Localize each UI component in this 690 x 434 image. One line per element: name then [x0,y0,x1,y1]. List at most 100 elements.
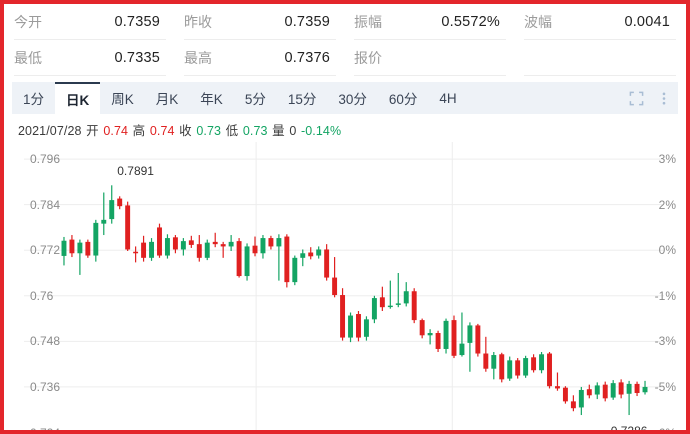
stat-amplitude: 振幅 0.5572% [354,4,506,40]
info-low-label: 低 [225,124,239,138]
candlestick-bar [196,235,202,262]
tab-5min[interactable]: 5分 [244,92,266,107]
candlestick-bar [451,315,457,359]
stat-high: 最高 0.7376 [184,40,336,76]
candlestick-bar [570,395,576,412]
y-axis-left-tick: 0.796 [30,152,61,167]
annotation-high: 0.7891 [117,164,154,179]
candlestick-bar [427,329,433,345]
stat-empty [524,40,676,76]
candlestick-bar [117,196,123,210]
tab-15min[interactable]: 15分 [287,92,317,107]
candlestick-bar [252,236,258,257]
candlestick-bar [610,380,616,400]
candlestick-bar [300,249,306,267]
stat-range-label: 波幅 [524,13,552,30]
y-axis-right-tick: 3% [658,152,676,167]
candlestick-bar [586,384,592,399]
stat-open-label: 今开 [14,13,42,30]
quote-stats-row: 最低 0.7335 最高 0.7376 报价 [14,40,676,76]
candlestick-bar [260,235,266,259]
tab-60min[interactable]: 60分 [388,92,418,107]
candlestick-bar [348,312,353,343]
fullscreen-icon[interactable] [622,82,650,114]
stat-high-value: 0.7376 [284,49,330,66]
candlestick-bar [459,312,465,357]
candlestick-bar [403,282,409,307]
candlestick-bar [642,380,648,395]
candlestick-bar [547,352,552,389]
candlestick-bar [340,288,346,341]
stat-low-label: 最低 [14,49,42,66]
candlestick-bar [204,239,210,261]
y-axis-right-tick: -6% [655,426,676,431]
y-axis-left-tick: 0.76 [30,288,54,303]
candlestick-bar [515,358,521,379]
candlestick-bar [554,372,560,391]
candlestick-bar [626,380,632,416]
candlestick-bar [308,247,314,260]
tab-monthly[interactable]: 月K [155,92,179,107]
y-axis-right-tick: -5% [654,379,676,394]
candlestick-bar [244,243,250,281]
info-low-value: 0.73 [242,124,268,138]
candlestick-bar [562,386,568,404]
candlestick-bar [363,316,369,341]
candlestick-bar [149,238,155,261]
candlestick-bar [356,310,361,342]
candlestick-bar [507,356,513,381]
candlestick-bar [109,185,115,224]
tab-yearly[interactable]: 年K [200,92,223,107]
candlestick-bar [467,322,473,372]
candlestick-bar [387,280,393,309]
more-vertical-icon[interactable] [650,82,678,114]
candlestick-bar [93,219,99,262]
y-axis-left-tick: 0.748 [30,334,61,349]
candlestick-bar [284,234,290,288]
candlestick-bar [395,273,401,308]
tab-weekly[interactable]: 周K [111,92,134,107]
candlestick-bar [101,192,107,236]
info-volume-value: 0 [289,124,297,138]
candlestick-bar [602,381,608,402]
stat-prev-close: 昨收 0.7359 [184,4,336,40]
stat-quote-label: 报价 [354,49,382,66]
stat-open: 今开 0.7359 [14,4,166,40]
tab-daily[interactable]: 日K [55,82,101,114]
candlestick-bar [212,232,218,248]
info-high-label: 高 [132,124,146,138]
stat-prev-close-label: 昨收 [184,13,212,30]
candlestick-bar [379,286,385,311]
stat-open-value: 0.7359 [114,13,160,30]
candlestick-bar [236,238,242,278]
stat-high-label: 最高 [184,49,212,66]
candlestick-bar [371,295,377,324]
chart-canvas[interactable] [4,142,686,430]
candlestick-bar [85,239,91,258]
y-axis-right-tick: 0% [658,243,676,258]
y-axis-right-tick: -3% [654,334,676,349]
tab-1min[interactable]: 1分 [23,92,45,107]
candlestick-bar [316,246,322,259]
candlestick-bar [61,236,67,266]
candlestick-bar [69,235,75,258]
info-close-value: 0.73 [196,124,222,138]
candlestick-chart[interactable]: 0.796 3% 0.784 2% 0.772 0% 0.76 -1% 0.748 -3% 0.73… [4,142,686,430]
candlestick-bar [475,323,481,357]
candlestick-bar [77,239,83,275]
info-change-pct: -0.14% [300,124,342,138]
candlestick-bar [188,235,194,248]
y-axis-left-tick: 0.784 [30,197,61,212]
quote-stats: 今开 0.7359 昨收 0.7359 振幅 0.5572% 波幅 0.0041… [4,4,686,76]
candlestick-bar [157,223,162,258]
tab-4h[interactable]: 4H [439,90,457,106]
info-open-label: 开 [86,124,99,138]
stat-amplitude-label: 振幅 [354,13,382,30]
candlestick-bar [523,355,529,378]
candlestick-bar [539,352,545,374]
period-tabbar: 1分 日K 周K 月K 年K 5分 15分 30分 60分 4H [12,82,678,114]
candlestick-bar [578,386,584,416]
tab-30min[interactable]: 30分 [338,92,367,107]
y-axis-left-tick: 0.736 [30,379,61,394]
y-axis-right-tick: 2% [658,197,676,212]
